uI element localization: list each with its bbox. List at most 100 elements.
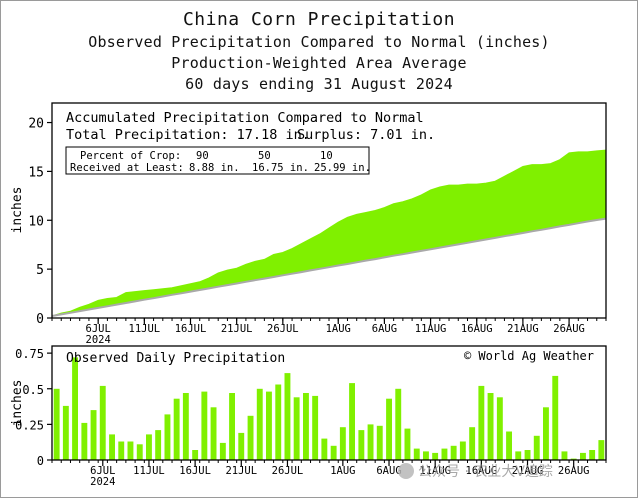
watermark: 公众号 · 农业大V追踪 <box>398 460 634 482</box>
daily-bar <box>53 388 60 461</box>
daily-bar <box>506 431 512 460</box>
accumulated-plot-border <box>51 102 607 319</box>
daily-bar <box>376 425 383 460</box>
daily-bar <box>173 398 180 460</box>
daily-bar <box>284 373 291 460</box>
title-block: China Corn Precipitation Observed Precip… <box>0 8 638 95</box>
x-tick-label: 16JUL <box>175 323 207 335</box>
x-tick-year-label: 2024 <box>86 334 111 346</box>
daily-bar <box>164 414 171 460</box>
daily-bar <box>293 397 300 460</box>
daily-bar <box>441 448 448 460</box>
chart-subtitle-2: Production-Weighted Area Average <box>171 54 467 72</box>
daily-bar <box>524 450 531 460</box>
daily-bar <box>515 451 522 460</box>
daily-bar <box>266 391 272 460</box>
x-tick-label: 16AUG <box>461 323 493 335</box>
daily-bar <box>552 375 559 460</box>
received-value: 25.99 in. <box>314 162 371 174</box>
daily-plot-border <box>51 345 607 461</box>
daily-bar <box>496 397 503 460</box>
daily-bar <box>182 393 189 460</box>
daily-bar <box>580 452 586 460</box>
x-tick-label: 16AUG <box>466 465 498 477</box>
daily-bar <box>423 451 429 460</box>
received-value: 16.75 in. <box>252 162 309 174</box>
daily-bar <box>589 450 596 460</box>
received-row-label: Received at Least: <box>70 162 184 174</box>
daily-bar <box>533 435 540 460</box>
daily-bar <box>386 398 392 460</box>
daily-bar <box>395 388 402 461</box>
x-tick-label: 21AUG <box>507 323 539 335</box>
daily-bar <box>339 427 346 460</box>
crop-value: 10 <box>320 150 333 162</box>
crop-table-box <box>65 146 370 175</box>
daily-series <box>53 357 605 461</box>
x-tick-label: 26JUL <box>267 323 299 335</box>
crop-row-label: Percent of Crop: <box>80 150 181 162</box>
daily-bar <box>219 442 226 460</box>
wechat-icon <box>398 463 414 479</box>
daily-bar <box>62 405 69 460</box>
daily-bar <box>136 444 143 460</box>
daily-bar <box>321 438 328 460</box>
y-tick-label: 0 <box>36 312 44 327</box>
daily-bar <box>330 445 337 461</box>
daily-bar <box>543 407 549 460</box>
daily-bar <box>404 428 411 460</box>
daily-bar <box>367 424 374 460</box>
y-tick-label: 5 <box>36 263 44 278</box>
daily-bar <box>247 415 254 460</box>
x-tick-label: 21JUL <box>221 323 253 335</box>
crop-value: 50 <box>258 150 271 162</box>
daily-bar <box>90 410 97 460</box>
y-tick-label: 0.75 <box>15 347 44 361</box>
daily-bar <box>229 393 235 460</box>
accumulated-heading: Accumulated Precipitation Compared to No… <box>66 110 424 126</box>
x-tick-label: 16JUL <box>179 465 211 477</box>
x-tick-label: 11JUL <box>129 323 161 335</box>
chart-subtitle-1: Observed Precipitation Compared to Norma… <box>88 33 550 51</box>
daily-bar <box>201 391 208 460</box>
crop-value: 90 <box>196 150 209 162</box>
daily-bar <box>192 450 199 460</box>
daily-y-label: inches <box>10 380 25 427</box>
x-tick-label: 6AUG <box>372 323 397 335</box>
daily-bar <box>413 448 420 460</box>
x-tick-year-label: 2024 <box>90 476 115 488</box>
normal-line <box>51 217 607 317</box>
daily-bar <box>478 385 485 460</box>
y-tick-label: 0 <box>37 454 44 468</box>
daily-heading: Observed Daily Precipitation <box>66 351 285 366</box>
daily-bar <box>450 445 457 461</box>
daily-bar <box>155 430 162 460</box>
daily-bar <box>146 434 152 460</box>
daily-bar <box>570 458 577 460</box>
daily-bar <box>349 383 355 460</box>
x-tick-label: 11AUG <box>415 323 447 335</box>
daily-bar <box>256 388 263 461</box>
watermark-text: 公众号 · 农业大V追踪 <box>418 464 553 480</box>
y-tick-label: 0.5 <box>22 383 44 397</box>
daily-bar <box>303 393 309 460</box>
crop-percent-table: Percent of Crop: 90 50 10 Received at Le… <box>65 146 371 175</box>
surplus-area <box>52 150 606 316</box>
daily-bar <box>118 441 125 460</box>
daily-bar <box>561 451 568 460</box>
chart-subtitle-3: 60 days ending 31 August 2024 <box>185 75 453 93</box>
daily-bar <box>469 427 476 460</box>
x-tick-label: 26AUG <box>553 323 585 335</box>
daily-bar <box>109 434 115 460</box>
accumulated-series <box>51 149 607 317</box>
chart-title: China Corn Precipitation <box>182 9 456 30</box>
x-tick-label: 21AUG <box>512 465 544 477</box>
daily-bar <box>487 393 494 460</box>
x-tick-label: 21JUL <box>225 465 257 477</box>
y-tick-label: 10 <box>28 214 44 229</box>
daily-bar <box>275 384 282 460</box>
total-precipitation-label: Total Precipitation: 17.18 in. <box>66 127 310 143</box>
daily-bar <box>99 385 106 460</box>
